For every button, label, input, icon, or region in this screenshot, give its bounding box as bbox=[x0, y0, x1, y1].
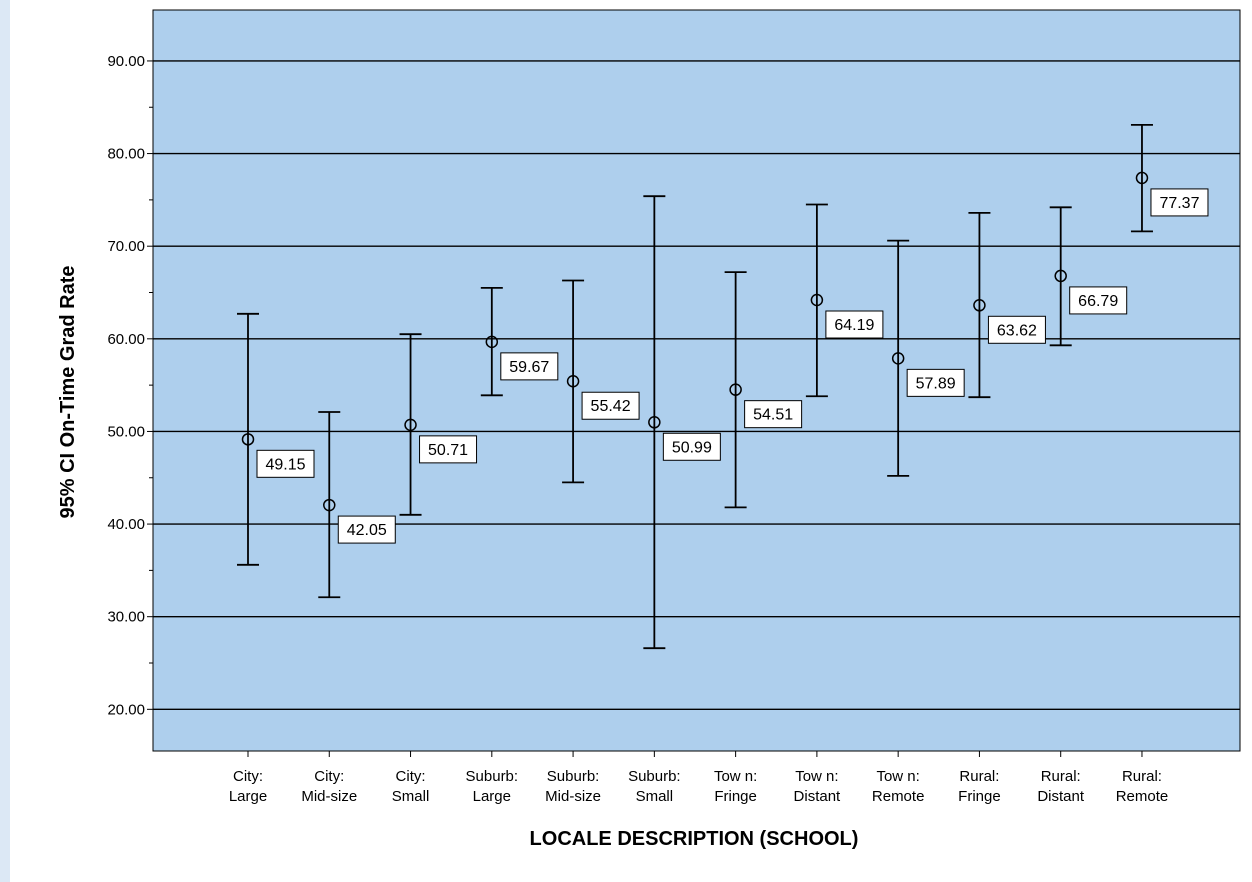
x-tick-label-line1: Rural: bbox=[959, 768, 999, 785]
y-tick-label: 70.00 bbox=[107, 238, 145, 255]
x-tick-label-line1: City: bbox=[396, 768, 426, 785]
mean-point bbox=[241, 433, 255, 446]
mean-label-box bbox=[581, 391, 640, 420]
left-border-strip bbox=[0, 0, 10, 882]
y-tick-label: 20.00 bbox=[107, 701, 145, 718]
x-tick-label-line2: Distant bbox=[794, 788, 842, 805]
mean-point bbox=[729, 383, 742, 396]
mean-label: 63.62 bbox=[997, 322, 1037, 339]
y-axis-ticks: 20.00 30.00 40.00 50.00 60.00 70.00 80.00 90.00 bbox=[107, 53, 153, 718]
x-tick-label-line1: Tow n: bbox=[714, 768, 757, 785]
mean-label-box bbox=[500, 352, 559, 381]
mean-labels: 49.15 42.05 50.71 59.67 55.42 50.99 54.51 64.19… bbox=[256, 188, 1209, 544]
mean-label-box bbox=[419, 435, 478, 464]
mean-label-box bbox=[825, 310, 884, 339]
y-axis-title: 95% CI On-Time Grad Rate bbox=[57, 265, 79, 518]
x-axis-ticks: City: Large City: Mid-size City: Small Suburb:… bbox=[229, 751, 1168, 805]
mean-point bbox=[323, 498, 336, 512]
x-tick-label-line2: Small bbox=[392, 788, 430, 805]
mean-label-box bbox=[1069, 286, 1128, 315]
x-tick-label-line2: Small bbox=[636, 788, 674, 805]
x-tick-label-line1: Tow n: bbox=[876, 768, 919, 785]
x-tick-label-line2: Mid-size bbox=[301, 788, 357, 805]
x-tick-label-line2: Fringe bbox=[958, 788, 1001, 805]
y-tick-label: 50.00 bbox=[107, 423, 145, 440]
mean-point bbox=[973, 299, 986, 312]
mean-label: 77.37 bbox=[1159, 195, 1199, 212]
y-tick-label: 60.00 bbox=[107, 331, 145, 348]
mean-label: 54.51 bbox=[753, 407, 793, 424]
x-tick-label-line1: Suburb: bbox=[628, 768, 681, 785]
mean-point bbox=[404, 418, 417, 432]
plot-area bbox=[152, 9, 1241, 752]
x-tick-label-line2: Remote bbox=[872, 788, 925, 805]
mean-label-box bbox=[906, 368, 965, 397]
mean-label-box bbox=[256, 449, 315, 478]
x-tick-label-line2: Large bbox=[473, 788, 511, 805]
mean-label: 66.79 bbox=[1078, 293, 1118, 310]
x-tick-label-line1: Suburb: bbox=[547, 768, 600, 785]
x-tick-label-line2: Large bbox=[229, 788, 267, 805]
mean-label-box bbox=[987, 315, 1046, 344]
x-tick-label-line1: Tow n: bbox=[795, 768, 838, 785]
mean-point bbox=[566, 374, 580, 388]
mean-label: 50.99 bbox=[672, 439, 712, 456]
mean-label: 64.19 bbox=[834, 317, 874, 334]
mean-label: 55.42 bbox=[591, 398, 631, 415]
mean-label: 50.71 bbox=[428, 442, 468, 459]
mean-point bbox=[485, 335, 499, 349]
x-tick-label-line2: Fringe bbox=[714, 788, 757, 805]
x-axis-title: LOCALE DESCRIPTION (SCHOOL) bbox=[530, 828, 859, 850]
mean-label-box bbox=[1150, 188, 1209, 217]
mean-label-box bbox=[337, 515, 396, 544]
x-tick-label-line2: Mid-size bbox=[545, 788, 601, 805]
mean-label: 42.05 bbox=[347, 522, 387, 539]
error-bars bbox=[237, 123, 1153, 650]
x-tick-label-line2: Distant bbox=[1037, 788, 1085, 805]
mean-label: 59.67 bbox=[509, 359, 549, 376]
mean-point bbox=[648, 416, 661, 429]
x-tick-label-line1: City: bbox=[314, 768, 344, 785]
mean-label: 49.15 bbox=[265, 456, 305, 473]
y-tick-label: 30.00 bbox=[107, 609, 145, 626]
x-tick-label-line1: Rural: bbox=[1041, 768, 1081, 785]
y-tick-label: 90.00 bbox=[107, 53, 145, 70]
gridlines bbox=[153, 60, 1240, 711]
mean-label: 57.89 bbox=[916, 375, 956, 392]
y-tick-label: 80.00 bbox=[107, 146, 145, 163]
mean-point bbox=[891, 352, 905, 365]
y-tick-label: 40.00 bbox=[107, 516, 145, 533]
mean-point bbox=[1054, 269, 1067, 283]
x-tick-label-line1: City: bbox=[233, 768, 263, 785]
mean-point bbox=[810, 293, 824, 307]
mean-label-box bbox=[662, 432, 721, 461]
mean-point bbox=[1135, 171, 1149, 185]
x-tick-label-line1: Suburb: bbox=[466, 768, 519, 785]
mean-label-box bbox=[744, 400, 803, 429]
x-tick-label-line1: Rural: bbox=[1122, 768, 1162, 785]
x-tick-label-line2: Remote bbox=[1116, 788, 1169, 805]
